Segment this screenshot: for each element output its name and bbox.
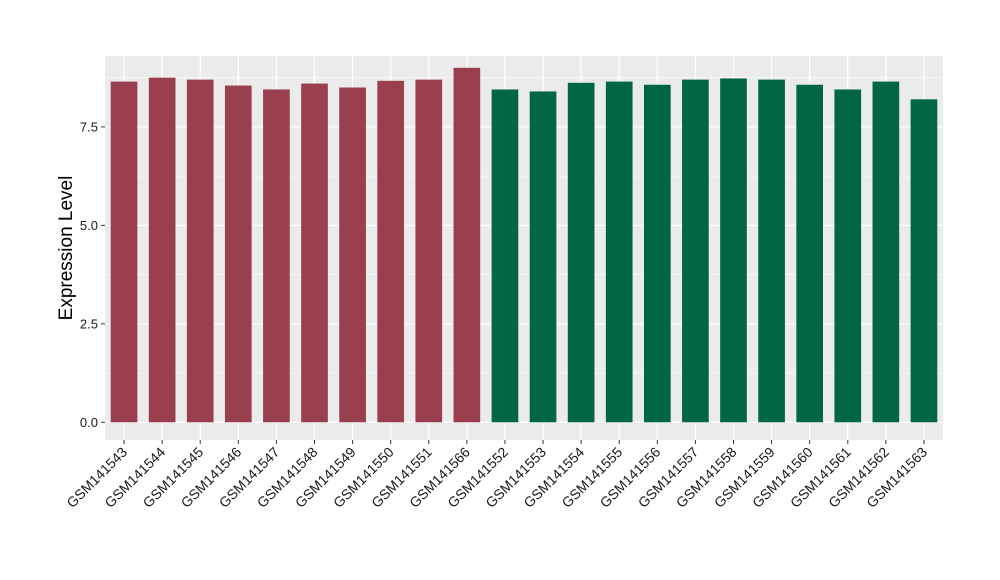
bar: [110, 81, 138, 423]
y-tick-label: 7.5: [80, 119, 98, 134]
bar: [301, 83, 328, 423]
bar: [148, 77, 176, 423]
bar: [796, 84, 824, 423]
bars: [110, 67, 938, 423]
bar: [682, 79, 709, 423]
bar: [834, 89, 862, 423]
bar: [643, 84, 671, 423]
bar: [720, 78, 747, 423]
bar: [529, 91, 557, 423]
bar: [758, 79, 785, 423]
bar: [872, 81, 900, 423]
bar: [605, 81, 633, 423]
y-tick-label: 2.5: [80, 316, 98, 331]
bar: [339, 87, 366, 423]
bar: [491, 89, 519, 423]
bar: [567, 82, 595, 423]
y-axis: 0.0 2.5 5.0 7.5: [80, 119, 105, 430]
bar: [263, 89, 290, 423]
bar: [415, 79, 443, 423]
bar: [453, 67, 481, 423]
bar: [186, 79, 214, 423]
y-tick-label: 5.0: [80, 218, 98, 233]
bar: [377, 80, 405, 423]
bar: [910, 99, 938, 423]
x-axis: GSM141543GSM141544GSM141545GSM141546GSM1…: [63, 440, 930, 511]
bar: [224, 85, 252, 423]
y-axis-title: Expression Level: [56, 176, 77, 321]
y-tick-label: 0.0: [80, 415, 98, 430]
